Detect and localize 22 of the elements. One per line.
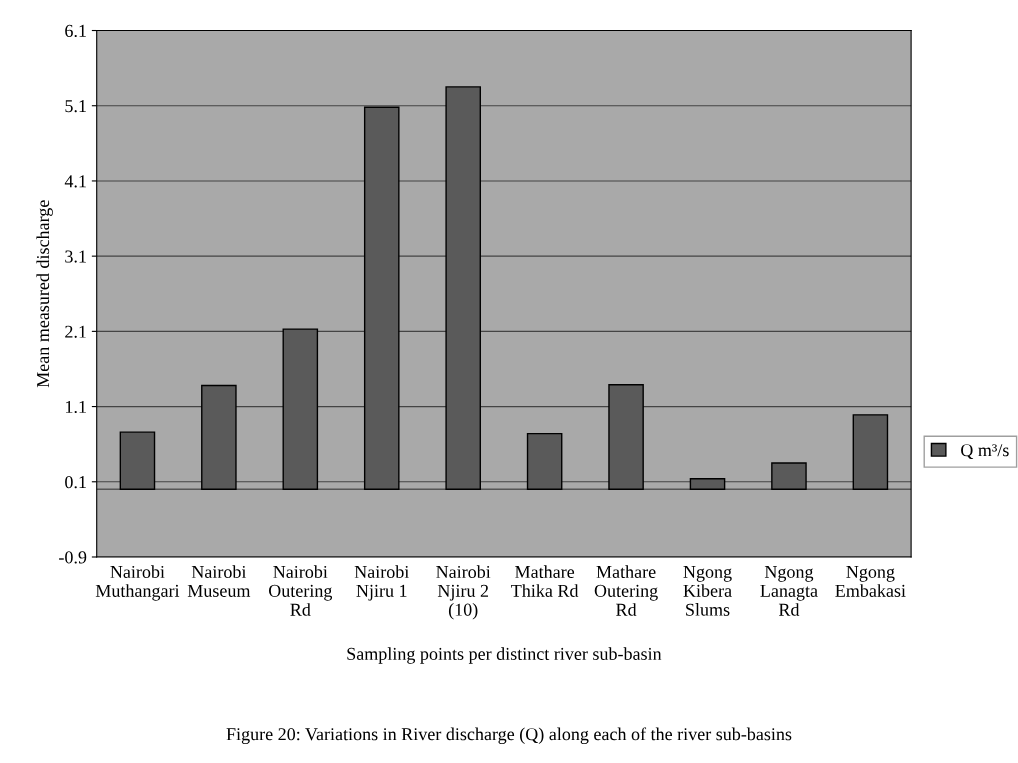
legend-label: Q m³/s — [961, 444, 1009, 460]
caption: Figure 20: Variations in River discharge (Q) along each of the river sub-basins — [226, 727, 792, 745]
y-tick-label: 3.1 — [65, 250, 86, 263]
x-tick-label: Ngong Embakasi — [835, 565, 906, 597]
y-tick-label: 5.1 — [65, 100, 86, 113]
x-tick-label: Mathare Outering Rd — [594, 565, 658, 616]
y-tick-label: 0.1 — [65, 476, 86, 489]
y-axis-title: Mean measured discharge — [36, 200, 53, 388]
x-tick-label: Nairobi Museum — [187, 565, 251, 597]
x-tick-label: Nairobi Njiru 1 — [354, 565, 409, 601]
y-tick-label: 1.1 — [66, 400, 86, 414]
x-tick-label: Nairobi Muthangari — [95, 565, 180, 601]
x-tick-label: Mathare Thika Rd — [511, 565, 579, 597]
x-tick-label: Nairobi Njiru 2 (10) — [436, 565, 491, 620]
y-tick-label: -0.9 — [59, 551, 87, 564]
x-axis-title: Sampling points per distinct river sub-basin — [347, 647, 662, 664]
y-tick-label: 6.1 — [65, 24, 86, 38]
x-tick-label: Ngong Lanagta Rd — [760, 565, 818, 616]
y-tick-label: 4.1 — [64, 175, 86, 188]
y-tick-label: 2.1 — [65, 325, 86, 338]
x-tick-label: Nairobi Outering Rd — [268, 565, 333, 616]
x-tick-label: Ngong Kibera Slums — [683, 565, 732, 616]
